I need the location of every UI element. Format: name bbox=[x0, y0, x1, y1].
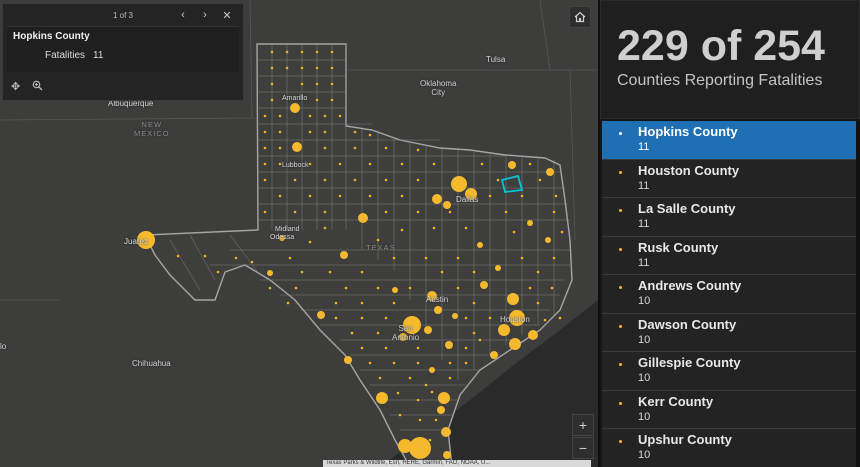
popup-title: Hopkins County bbox=[13, 31, 90, 42]
label-lubbock: Lubbock bbox=[282, 162, 309, 169]
stat-number: 229 of 254 bbox=[617, 22, 825, 70]
close-icon[interactable]: ✕ bbox=[222, 9, 232, 22]
stat-card: 229 of 254 Counties Reporting Fatalities bbox=[600, 0, 860, 119]
list-item-value: 11 bbox=[638, 179, 650, 192]
label-houston: Houston bbox=[500, 315, 530, 324]
county-popup: 1 of 3 ‹ › ✕ Hopkins County Fatalities 11… bbox=[2, 3, 244, 101]
label-tulsa: Tulsa bbox=[486, 55, 506, 64]
map-attribution[interactable]: Texas Parks & Wildlife, Esri, HERE, Garm… bbox=[323, 460, 591, 467]
next-icon[interactable]: › bbox=[203, 9, 207, 21]
list-item-value: 11 bbox=[638, 256, 650, 269]
label-texas: TEXAS bbox=[366, 243, 396, 252]
label-austin: Austin bbox=[426, 295, 449, 304]
marker-dot-icon bbox=[619, 209, 622, 212]
list-item[interactable]: Kerr County 10 bbox=[602, 390, 858, 429]
list-item[interactable]: Houston County 11 bbox=[602, 159, 858, 198]
label-midland: Midland bbox=[275, 226, 300, 233]
list-scrollbar[interactable] bbox=[856, 121, 860, 467]
popup-pager: 1 of 3 ‹ › ✕ bbox=[3, 4, 243, 26]
list-item[interactable]: Dawson County 10 bbox=[602, 313, 858, 352]
list-item-name: Hopkins County bbox=[638, 124, 738, 139]
popup-field-value: 11 bbox=[93, 50, 104, 61]
popup-page-indicator: 1 of 3 bbox=[112, 10, 133, 20]
list-item-name: Upshur County bbox=[638, 432, 732, 447]
list-item-name: Andrews County bbox=[638, 278, 742, 293]
list-item-name: La Salle County bbox=[638, 201, 736, 216]
marker-dot-icon bbox=[619, 363, 622, 366]
county-list[interactable]: Hopkins County 11 Houston County 11 La Sal… bbox=[602, 121, 858, 467]
list-item-value: 10 bbox=[638, 449, 651, 461]
list-item-name: Rusk County bbox=[638, 239, 719, 255]
zoom-in-button[interactable]: + bbox=[572, 414, 594, 436]
label-odessa: Odessa bbox=[270, 234, 295, 241]
label-oklahoma-city: Oklahoma City bbox=[420, 79, 457, 97]
label-san-antonio: San Antonio bbox=[392, 324, 420, 342]
zoom-out-button[interactable]: − bbox=[572, 437, 594, 459]
home-icon bbox=[574, 11, 586, 23]
label-partial-city: lo bbox=[0, 342, 7, 351]
fatality-markers bbox=[137, 103, 554, 459]
list-item[interactable]: Upshur County 10 bbox=[602, 429, 858, 467]
list-item-name: Dawson County bbox=[638, 316, 737, 332]
marker-dot-icon bbox=[619, 401, 622, 405]
list-item-name: Kerr County bbox=[638, 393, 714, 409]
list-item-value: 10 bbox=[638, 333, 651, 346]
marker-dot-icon bbox=[619, 286, 622, 289]
stat-caption: Counties Reporting Fatalities bbox=[617, 72, 823, 89]
marker-dot-icon bbox=[619, 324, 622, 328]
label-albuquerque: Albuquerque bbox=[108, 99, 154, 108]
list-item[interactable]: Rusk County 11 bbox=[602, 236, 858, 275]
list-item-name: Gillespie County bbox=[638, 355, 741, 370]
zoom-to-icon[interactable] bbox=[32, 80, 43, 94]
texas-basemap[interactable] bbox=[0, 0, 598, 467]
label-dallas: Dallas bbox=[456, 195, 479, 204]
list-item-value: 11 bbox=[638, 218, 650, 230]
marker-dot-icon bbox=[619, 440, 622, 443]
list-item[interactable]: La Salle County 11 bbox=[602, 198, 858, 237]
home-button[interactable] bbox=[569, 6, 591, 28]
label-new-mexico: NEW MEXICO bbox=[134, 120, 170, 138]
list-item-value: 11 bbox=[638, 141, 650, 153]
marker-dot-icon bbox=[619, 170, 622, 174]
previous-icon[interactable]: ‹ bbox=[181, 9, 185, 21]
popup-content: Hopkins County Fatalities 11 bbox=[7, 26, 239, 72]
label-juarez: Juarez bbox=[124, 237, 149, 246]
side-panel: 229 of 254 Counties Reporting Fatalities… bbox=[598, 0, 860, 467]
list-item-value: 10 bbox=[638, 295, 651, 307]
popup-tools: ✥ bbox=[3, 72, 243, 102]
list-item-value: 10 bbox=[638, 410, 651, 423]
label-amarillo: Amarillo bbox=[282, 95, 308, 102]
pan-icon[interactable]: ✥ bbox=[11, 81, 21, 93]
marker-dot-icon bbox=[619, 247, 622, 251]
marker-dot-icon bbox=[619, 132, 622, 135]
list-item[interactable]: Andrews County 10 bbox=[602, 275, 858, 314]
list-item-name: Houston County bbox=[638, 162, 740, 178]
hopkins-county-highlight bbox=[500, 174, 524, 193]
small-markers bbox=[176, 50, 564, 442]
map-view[interactable]: Tulsa Oklahoma City Albuquerque NEW MEXI… bbox=[0, 0, 598, 467]
popup-field-label: Fatalities bbox=[45, 50, 86, 61]
list-item[interactable]: Gillespie County 10 bbox=[602, 352, 858, 391]
list-item-value: 10 bbox=[638, 372, 651, 384]
label-chihuahua: Chihuahua bbox=[132, 359, 171, 368]
list-item[interactable]: Hopkins County 11 bbox=[602, 121, 858, 160]
popup-field: Fatalities 11 bbox=[45, 50, 233, 61]
